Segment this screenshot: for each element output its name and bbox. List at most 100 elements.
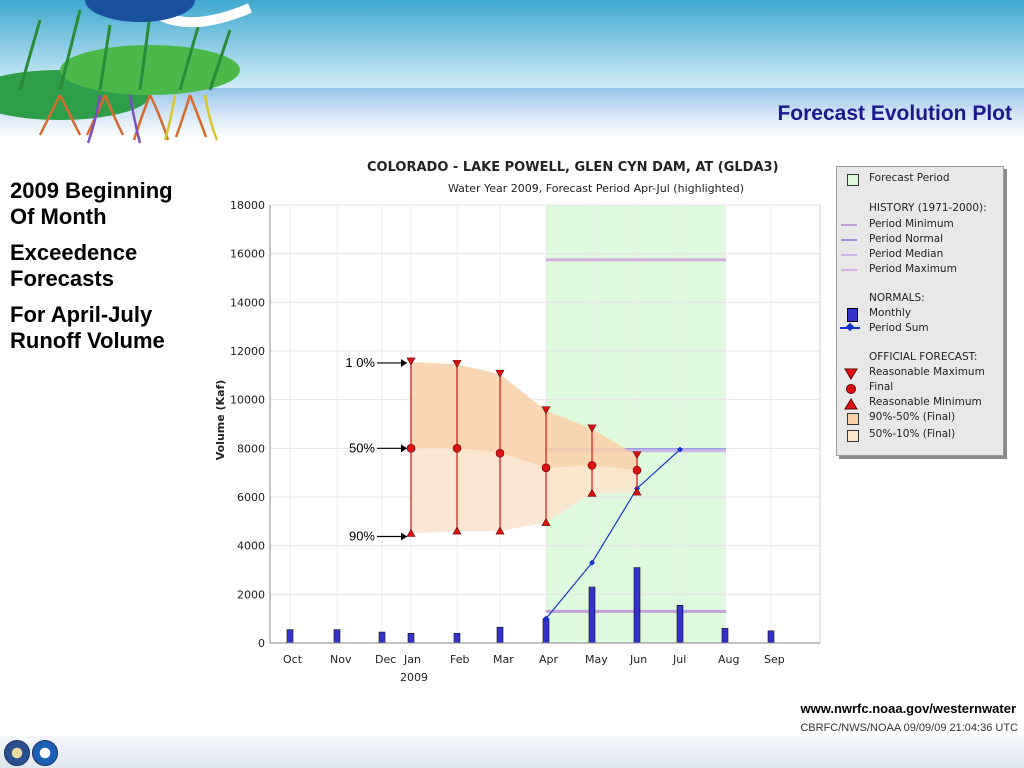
reasonable-maximum-marker	[587, 424, 597, 433]
x-tick-label: Aug	[718, 653, 739, 666]
x-tick-label: Jul	[672, 653, 686, 666]
band-50-10-swatch	[847, 430, 859, 442]
final-forecast-marker	[495, 448, 505, 458]
bullet-exceedence-forecasts: Exceedence Forecasts	[10, 240, 138, 291]
year-label: 2009	[400, 671, 428, 684]
source-url: www.nwrfc.noaa.gov/westernwater	[800, 701, 1016, 716]
annotation-arrow-head	[401, 358, 407, 367]
final-circle-icon	[846, 384, 856, 394]
chart-legend: Forecast Period HISTORY (1971-2000): Per…	[836, 166, 1004, 456]
period-maximum-swatch	[841, 269, 857, 271]
reasonable-minimum-marker	[452, 526, 462, 535]
reasonable-minimum-marker	[495, 526, 505, 535]
final-forecast-marker	[632, 465, 642, 475]
legend-reasonable-maximum: Reasonable Maximum	[869, 366, 985, 378]
forecast-period-swatch	[847, 174, 859, 186]
department-seal-icon	[4, 740, 30, 766]
final-forecast-marker	[587, 461, 597, 470]
axes	[269, 205, 820, 644]
monthly-bar-jan	[407, 632, 415, 644]
annotation-arrow-head	[401, 532, 407, 541]
legend-monthly: Monthly	[869, 307, 912, 319]
legend-period-minimum: Period Minimum	[869, 218, 954, 230]
reasonable-maximum-marker	[406, 357, 416, 366]
reasonable-minimum-marker	[587, 488, 597, 497]
period-sum-point	[589, 559, 595, 566]
annotation-label: 90%	[349, 529, 375, 544]
y-tick-label: 10000	[230, 394, 265, 407]
timestamp-stamp: CBRFC/NWS/NOAA 09/09/09 21:04:36 UTC	[800, 722, 1018, 734]
period-sum-point	[543, 615, 549, 622]
final-forecast-marker	[452, 444, 462, 453]
reasonable-maximum-marker	[452, 360, 462, 368]
x-tick-label: Jan	[403, 653, 421, 666]
bullet-beginning-of-month: 2009 Beginning Of Month	[10, 178, 173, 229]
annotation-label: 50%	[349, 440, 375, 455]
period-sum-marker-icon	[845, 322, 855, 332]
monthly-bar-feb	[453, 632, 461, 644]
tree-roots-illustration	[0, 0, 252, 144]
legend-period-maximum: Period Maximum	[869, 263, 957, 275]
reasonable-maximum-marker	[495, 369, 505, 378]
monthly-bar-dec	[378, 631, 386, 644]
noaa-logo-icon	[32, 740, 58, 766]
header-banner	[0, 0, 1024, 160]
legend-history-header: HISTORY (1971-2000):	[869, 202, 987, 214]
monthly-bar-aug	[721, 628, 729, 644]
forecast-evolution-chart: COLORADO - LAKE POWELL, GLEN CYN DAM, AT…	[214, 160, 821, 684]
x-tick-label: Nov	[330, 653, 352, 666]
monthly-bar-oct	[286, 629, 294, 644]
period-median-swatch	[841, 254, 857, 256]
legend-period-median: Period Median	[869, 248, 944, 260]
y-tick-label: 18000	[230, 199, 265, 212]
x-tick-label: Apr	[539, 653, 559, 666]
legend-final: Final	[869, 381, 894, 393]
band-90-50-swatch	[847, 413, 859, 425]
bullet-april-july-runoff: For April-July Runoff Volume	[10, 302, 165, 353]
period-sum-line	[545, 449, 681, 620]
official-forecast-series	[406, 357, 642, 537]
slide-footer	[0, 736, 1024, 768]
y-tick-label: 6000	[237, 491, 265, 504]
annotation-label: 1 0%	[345, 355, 375, 370]
slide-bullets: 2009 Beginning Of Month Exceedence Forec…	[10, 178, 210, 364]
final-forecast-marker	[406, 444, 416, 453]
legend-period-normal: Period Normal	[869, 233, 944, 245]
monthly-bar-apr	[542, 618, 550, 644]
slide-title: Forecast Evolution Plot	[777, 102, 1012, 125]
reasonable-maximum-triangle-icon	[844, 368, 858, 380]
monthly-bar-mar	[496, 626, 504, 644]
x-tick-label: Mar	[493, 653, 514, 666]
band-90-50	[411, 448, 637, 534]
x-tick-label: Oct	[283, 653, 303, 666]
legend-normals-header: NORMALS:	[869, 292, 925, 304]
y-tick-labels: 0 2000 4000 6000 8000 10000 12000 14000 16000 180…	[230, 199, 265, 650]
y-tick-label: 4000	[237, 540, 265, 553]
reasonable-minimum-marker	[632, 487, 642, 496]
legend-band-90-50: 90%-50% (Final)	[869, 411, 956, 423]
x-tick-label: Feb	[450, 653, 469, 666]
monthly-bar-may	[588, 586, 596, 644]
monthly-bar-sep	[767, 630, 775, 644]
reasonable-minimum-triangle-icon	[844, 398, 858, 410]
y-tick-label: 16000	[230, 248, 265, 261]
reasonable-maximum-marker	[541, 406, 551, 415]
annotation-arrow-head	[401, 444, 407, 453]
legend-reasonable-minimum: Reasonable Minimum	[869, 396, 982, 408]
y-tick-label: 14000	[230, 296, 265, 309]
reasonable-minimum-marker	[406, 528, 416, 537]
x-tick-label: Sep	[764, 653, 785, 666]
legend-band-50-10: 50%-10% (Final)	[869, 428, 956, 440]
exceedence-annotations: 1 0% 50% 90%	[345, 355, 407, 544]
monthly-bar-swatch	[847, 308, 858, 322]
period-sum-series	[543, 446, 683, 622]
reasonable-minimum-marker	[541, 517, 551, 526]
x-tick-label: Dec	[375, 653, 396, 666]
legend-period-sum: Period Sum	[869, 322, 929, 334]
reasonable-maximum-marker	[632, 451, 642, 460]
x-tick-label: Jun	[629, 653, 647, 666]
monthly-bar-nov	[333, 629, 341, 644]
x-tick-label: May	[585, 653, 608, 666]
monthly-bar-jun	[633, 567, 641, 644]
y-tick-label: 2000	[237, 588, 265, 601]
